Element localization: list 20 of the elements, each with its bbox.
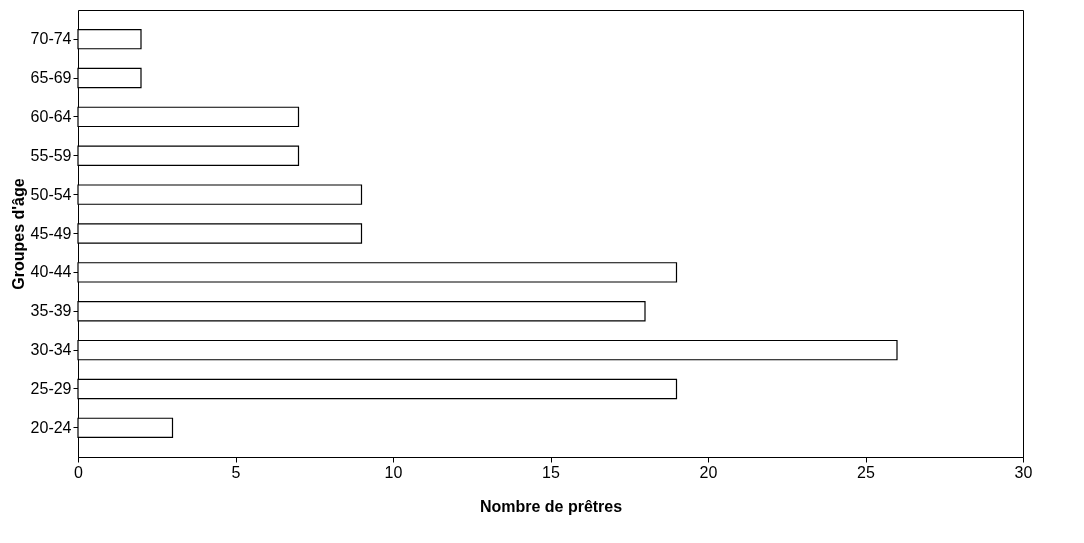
x-axis-title: Nombre de prêtres: [479, 497, 623, 515]
y-tick-label: 40-44: [30, 263, 72, 281]
y-tick-label: 60-64: [30, 107, 72, 125]
x-tick-label: 20: [699, 463, 718, 481]
y-tick-label: 20-24: [30, 418, 72, 436]
y-tick-label: 55-59: [30, 146, 72, 164]
y-axis-title: Groupes d'âge: [9, 178, 27, 290]
y-tick-label: 30-34: [30, 341, 72, 359]
y-tick-label: 70-74: [30, 30, 72, 48]
y-tick-label: 25-29: [30, 379, 72, 397]
x-tick-label: 15: [542, 463, 560, 481]
x-tick-label: 30: [1014, 463, 1033, 481]
x-tick-label: 10: [384, 463, 403, 481]
x-tick-label: 5: [231, 463, 241, 481]
y-tick-label: 50-54: [30, 185, 72, 203]
y-tick-label: 35-39: [30, 302, 72, 320]
y-tick-label: 45-49: [30, 224, 72, 242]
x-tick-label: 25: [857, 463, 875, 481]
x-tick-label: 0: [74, 463, 84, 481]
y-tick-label: 65-69: [30, 69, 72, 87]
